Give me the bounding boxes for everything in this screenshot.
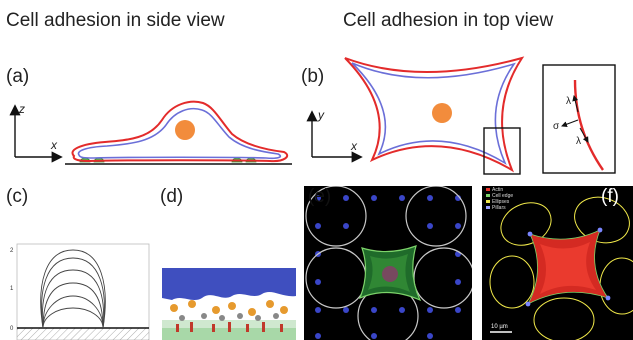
tick-label-1: 1: [10, 286, 14, 292]
inset-lambda-bottom: λ: [576, 136, 581, 147]
micrograph-e: [304, 186, 472, 340]
heading-side-view: Cell adhesion in side view: [6, 10, 225, 31]
legend-item-ellipses: Ellipses: [492, 199, 510, 205]
axis-label-x-a: x: [51, 138, 57, 152]
scale-bar-label: 10 µm: [491, 324, 508, 330]
micrograph-f: 10 µm Actin Cell edge Ellipses Pillars: [482, 186, 633, 340]
tick-label-2: 2: [10, 248, 14, 254]
cell-outline-outer: [71, 100, 289, 163]
legend-item-cell-edge: Cell edge: [492, 193, 513, 199]
axis-label-x-b: x: [351, 139, 357, 153]
panel-label-c: (c): [6, 186, 29, 207]
axis-label-y: y: [318, 108, 324, 122]
heading-top-view: Cell adhesion in top view: [343, 10, 554, 31]
legend-f: Actin Cell edge Ellipses Pillars: [486, 187, 513, 211]
tension-arrow-down: [579, 127, 589, 143]
tick-label-0: 0: [10, 326, 14, 332]
hatched-substrate: [17, 328, 149, 340]
inset-sigma: σ: [553, 121, 560, 132]
nucleus-top: [432, 103, 452, 123]
zoom-box: [483, 127, 521, 175]
star-cell-inner: [351, 62, 516, 165]
inset-arc-red: [573, 79, 604, 171]
tension-arrow-up: [572, 95, 579, 113]
legend-item-actin: Actin: [492, 187, 503, 193]
star-cell-outer: [344, 56, 525, 173]
plot-frame: [16, 243, 150, 340]
inset-lambda-top: λ: [566, 96, 571, 107]
sigma-arrow: [561, 119, 579, 128]
arcs: [40, 249, 106, 329]
inset-frame: [542, 64, 616, 174]
panel-label-a: (a): [6, 66, 30, 87]
cell-outline-inner: [77, 107, 282, 160]
panel-label-e: (e): [308, 186, 332, 207]
panel-label-d: (d): [160, 186, 184, 207]
panel-label-b: (b): [301, 66, 325, 87]
axis-label-z: z: [19, 102, 25, 116]
panel-label-f: (f): [601, 186, 619, 207]
legend-item-pillars: Pillars: [492, 205, 506, 211]
nucleus-side: [175, 120, 195, 140]
render-image-d: [162, 268, 296, 340]
